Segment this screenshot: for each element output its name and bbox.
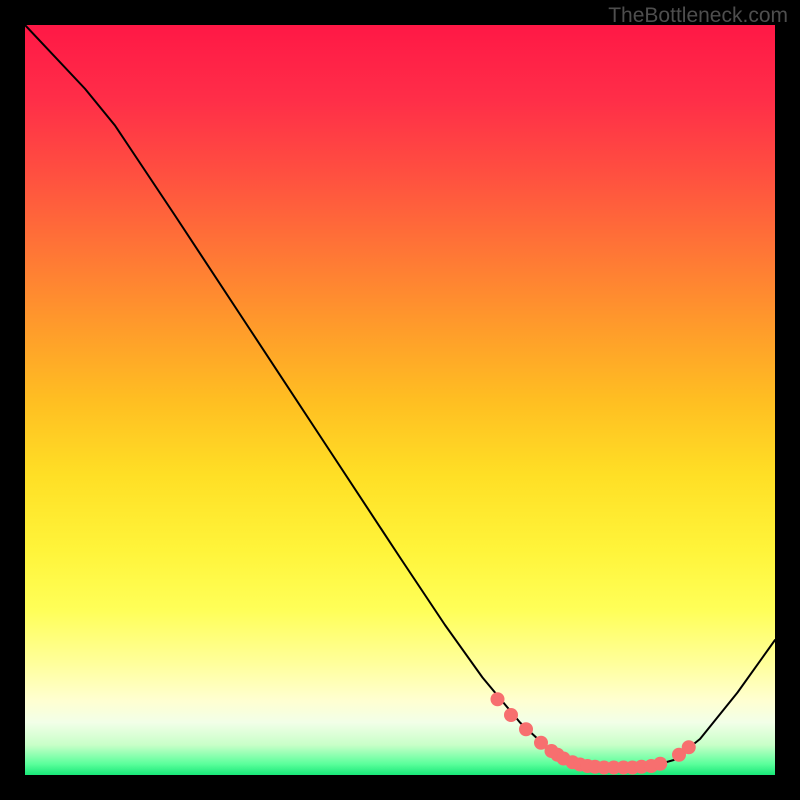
chart-svg [25,25,775,775]
chart-container: TheBottleneck.com [0,0,800,800]
bottleneck-chart [25,25,775,775]
